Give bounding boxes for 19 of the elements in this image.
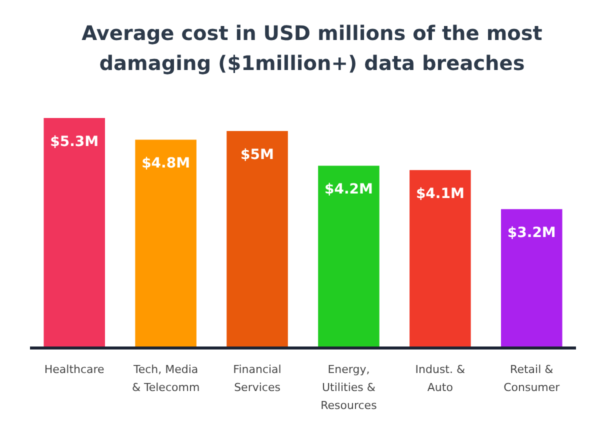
data-label: $5.3M [50,134,99,150]
bar [135,140,196,348]
bar [318,166,380,348]
bar [410,170,471,348]
data-label: $4.8M [142,156,190,172]
x-tick-label: Financial Services [233,363,282,394]
bar [501,209,562,348]
data-label: $3.2M [507,225,556,242]
x-tick-label: Healthcare [44,363,105,376]
data-label: $4.2M [324,182,373,198]
bar [226,131,288,348]
data-label: $4.1M [416,186,464,202]
chart-title: Average cost in USD millions of the most damaging ($1million+) data breaches [82,21,543,75]
data-label: $5M [240,147,274,164]
x-tick-label: Tech, Media & Telecomm [132,363,200,394]
x-tick-label: Energy, Utilities & Resources [320,363,378,412]
bar [44,118,105,348]
x-tick-label: Retail & Consumer [504,363,560,394]
x-tick-label: Indust. & Auto [415,363,466,394]
